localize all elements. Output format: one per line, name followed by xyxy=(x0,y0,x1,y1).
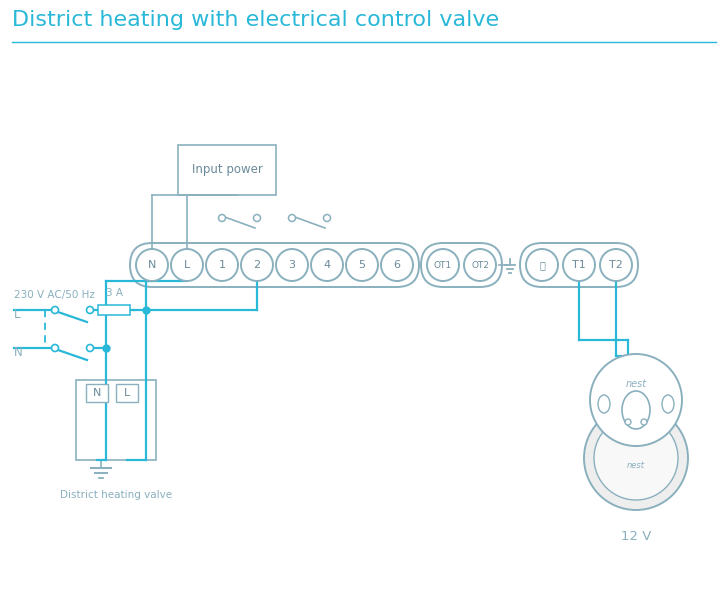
Ellipse shape xyxy=(598,395,610,413)
Text: ⏚: ⏚ xyxy=(539,260,545,270)
Text: Input power: Input power xyxy=(191,163,262,176)
Text: L: L xyxy=(124,388,130,398)
Text: OT2: OT2 xyxy=(471,261,489,270)
Circle shape xyxy=(52,345,58,352)
Circle shape xyxy=(171,249,203,281)
Text: 1: 1 xyxy=(218,260,226,270)
Text: 6: 6 xyxy=(394,260,400,270)
Text: District heating valve: District heating valve xyxy=(60,490,172,500)
Text: nest: nest xyxy=(625,379,646,389)
FancyBboxPatch shape xyxy=(76,380,156,460)
Circle shape xyxy=(288,214,296,222)
Circle shape xyxy=(136,249,168,281)
Text: N: N xyxy=(148,260,157,270)
Text: 230 V AC/50 Hz: 230 V AC/50 Hz xyxy=(14,290,95,300)
Ellipse shape xyxy=(662,395,674,413)
Circle shape xyxy=(594,416,678,500)
Text: 12 V: 12 V xyxy=(621,530,651,543)
Circle shape xyxy=(590,354,682,446)
Circle shape xyxy=(346,249,378,281)
Circle shape xyxy=(563,249,595,281)
Text: T2: T2 xyxy=(609,260,623,270)
FancyBboxPatch shape xyxy=(116,384,138,402)
Text: OT1: OT1 xyxy=(434,261,452,270)
Circle shape xyxy=(276,249,308,281)
Circle shape xyxy=(381,249,413,281)
Circle shape xyxy=(323,214,331,222)
Text: nest: nest xyxy=(627,462,645,470)
Circle shape xyxy=(427,249,459,281)
Text: 4: 4 xyxy=(323,260,331,270)
Circle shape xyxy=(584,406,688,510)
Circle shape xyxy=(641,419,647,425)
FancyBboxPatch shape xyxy=(421,243,502,287)
Circle shape xyxy=(526,249,558,281)
FancyBboxPatch shape xyxy=(86,384,108,402)
Text: 2: 2 xyxy=(253,260,261,270)
Circle shape xyxy=(625,419,631,425)
FancyBboxPatch shape xyxy=(98,305,130,315)
FancyBboxPatch shape xyxy=(178,145,276,195)
Text: 5: 5 xyxy=(358,260,365,270)
Text: 3 A: 3 A xyxy=(106,288,122,298)
Text: N: N xyxy=(92,388,101,398)
Text: T1: T1 xyxy=(572,260,586,270)
Text: L: L xyxy=(184,260,190,270)
Circle shape xyxy=(253,214,261,222)
FancyBboxPatch shape xyxy=(130,243,419,287)
Circle shape xyxy=(87,307,93,314)
Circle shape xyxy=(311,249,343,281)
Text: N: N xyxy=(14,346,23,359)
Circle shape xyxy=(218,214,226,222)
Circle shape xyxy=(52,307,58,314)
Circle shape xyxy=(600,249,632,281)
Ellipse shape xyxy=(622,391,650,429)
Circle shape xyxy=(206,249,238,281)
Text: L: L xyxy=(14,308,20,321)
Circle shape xyxy=(87,345,93,352)
FancyBboxPatch shape xyxy=(520,243,638,287)
Text: District heating with electrical control valve: District heating with electrical control… xyxy=(12,10,499,30)
Text: 3: 3 xyxy=(288,260,296,270)
Circle shape xyxy=(464,249,496,281)
Circle shape xyxy=(241,249,273,281)
